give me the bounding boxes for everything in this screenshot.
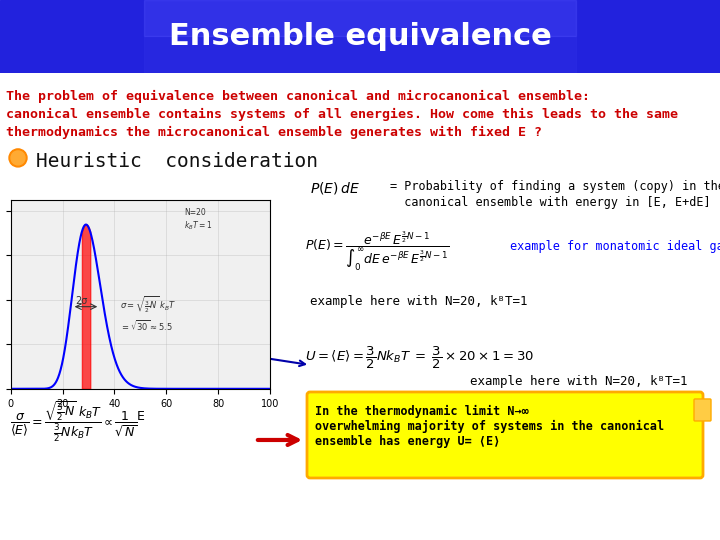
X-axis label: E: E xyxy=(137,410,144,423)
Text: $P(E) = \dfrac{e^{-\beta E}\,E^{\frac{3}{2}N-1}}{\int_0^\infty dE\,e^{-\beta E}\: $P(E) = \dfrac{e^{-\beta E}\,E^{\frac{3}… xyxy=(305,230,449,273)
FancyBboxPatch shape xyxy=(307,392,703,478)
Text: example here with N=20, kᴮT=1: example here with N=20, kᴮT=1 xyxy=(310,295,528,308)
Text: $\sigma = \sqrt{\frac{3}{2}N}\;k_BT$
$= \sqrt{30} \approx 5.5$: $\sigma = \sqrt{\frac{3}{2}N}\;k_BT$ $= … xyxy=(120,295,176,333)
Text: thermodynamics the microcanonical ensemble generates with fixed E ?: thermodynamics the microcanonical ensemb… xyxy=(6,126,542,139)
Text: example for monatomic ideal gas: example for monatomic ideal gas xyxy=(510,240,720,253)
Bar xyxy=(144,0,576,36)
Text: 2σ: 2σ xyxy=(76,296,88,307)
Text: $k_BT=1$: $k_BT=1$ xyxy=(184,220,213,232)
Text: The problem of equivalence between canonical and microcanonical ensemble:: The problem of equivalence between canon… xyxy=(6,90,590,103)
FancyArrowPatch shape xyxy=(258,435,297,445)
FancyBboxPatch shape xyxy=(694,399,711,421)
Text: $P(E)\,dE$: $P(E)\,dE$ xyxy=(310,180,360,196)
Text: canonical ensemble with energy in [E, E+dE]: canonical ensemble with energy in [E, E+… xyxy=(390,196,711,209)
Text: $U = \langle E \rangle = \dfrac{3}{2}Nk_BT\;=\;\dfrac{3}{2}\times 20\times 1 = 3: $U = \langle E \rangle = \dfrac{3}{2}Nk_… xyxy=(305,345,534,371)
Text: = Probability of finding a system (copy) in the: = Probability of finding a system (copy)… xyxy=(390,180,720,193)
Text: $\dfrac{\sigma}{\langle E\rangle} = \dfrac{\sqrt{\frac{3}{2}N}\;k_BT}{\frac{3}{2: $\dfrac{\sigma}{\langle E\rangle} = \dfr… xyxy=(10,400,138,444)
Bar xyxy=(144,36,576,73)
Circle shape xyxy=(9,149,27,167)
Text: Heuristic  consideration: Heuristic consideration xyxy=(36,152,318,171)
Text: example here with N=20, kᴮT=1: example here with N=20, kᴮT=1 xyxy=(470,375,688,388)
Circle shape xyxy=(11,151,25,165)
Text: Ensemble equivalence: Ensemble equivalence xyxy=(168,22,552,51)
Text: canonical ensemble contains systems of all energies. How come this leads to the : canonical ensemble contains systems of a… xyxy=(6,108,678,121)
Text: In the thermodynamic limit N→∞
overwhelming majority of systems in the canonical: In the thermodynamic limit N→∞ overwhelm… xyxy=(315,405,664,448)
Text: N=20: N=20 xyxy=(184,208,206,218)
